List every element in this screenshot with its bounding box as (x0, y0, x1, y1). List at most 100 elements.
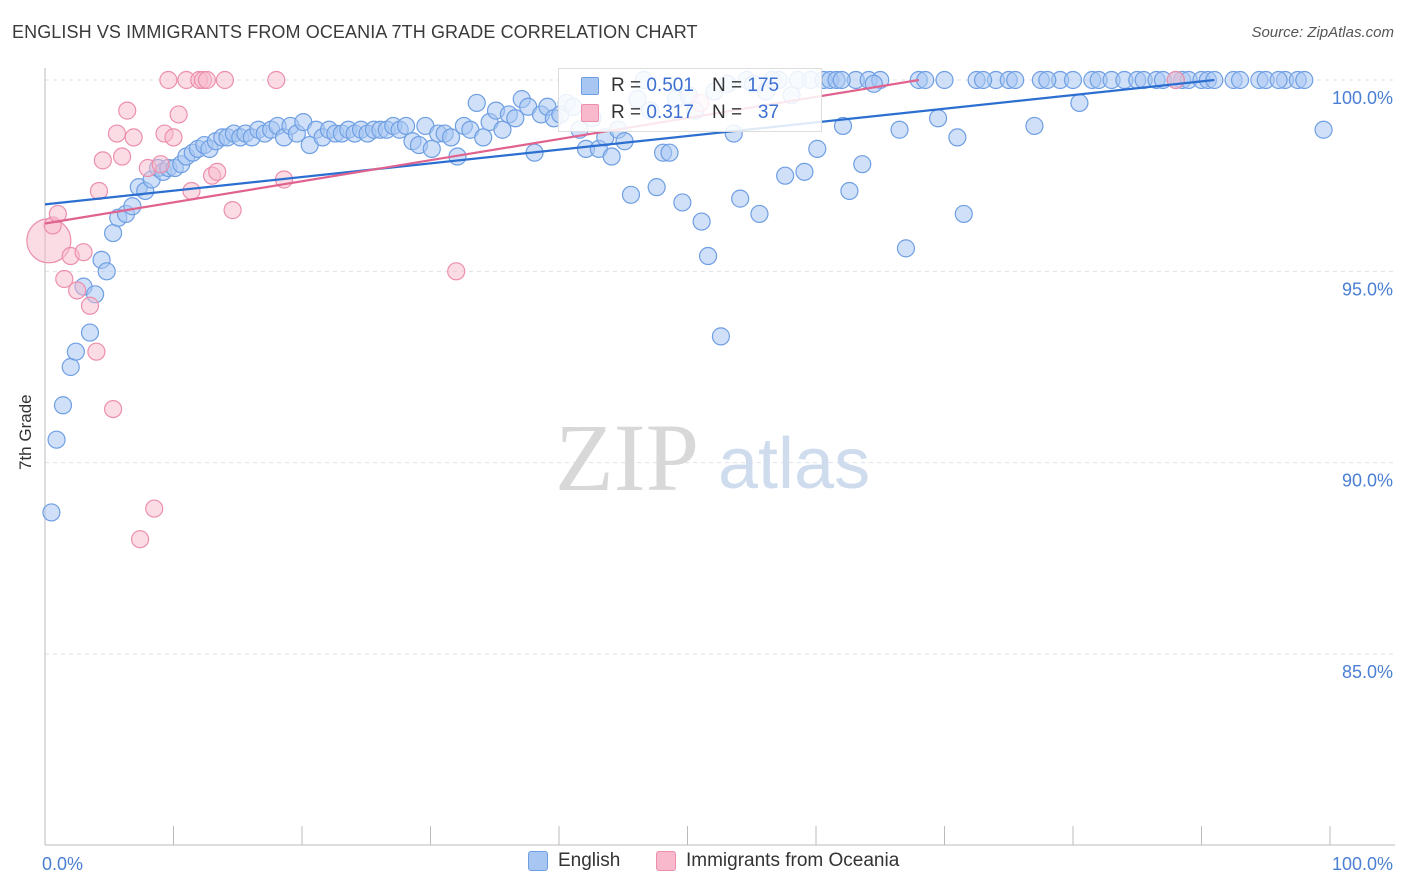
english-point (840, 181, 859, 201)
y-tick-labels: 85.0% 90.0% 95.0% 100.0% (1332, 88, 1393, 682)
oceania-point (1166, 70, 1185, 90)
oceania-point (447, 262, 466, 281)
oceania-point (107, 124, 127, 143)
watermark: ZIP atlas (555, 404, 870, 511)
english-point (948, 128, 967, 147)
english-point (795, 162, 814, 181)
english-point (833, 116, 853, 136)
english-r-label: R = (611, 75, 642, 96)
english-point (808, 139, 827, 158)
english-point (66, 342, 85, 361)
oceania-point (215, 70, 234, 90)
english-point (42, 503, 61, 522)
oceania-point (124, 128, 143, 147)
english-point (935, 70, 954, 90)
y-tick-label: 90.0% (1342, 471, 1393, 491)
english-point (422, 139, 441, 158)
legend-item-english[interactable]: English (528, 850, 620, 872)
english-point (1006, 70, 1025, 90)
y-tick-label: 85.0% (1342, 662, 1393, 682)
english-point (750, 204, 769, 224)
stats-row-english: R = 0.501 N = 175 (581, 73, 779, 99)
y-tick-label: 100.0% (1332, 88, 1393, 108)
english-point (104, 223, 123, 243)
axes (44, 68, 1395, 846)
english-point (80, 323, 100, 342)
oceania-point (169, 105, 188, 124)
english-point (711, 327, 731, 346)
oceania-point (87, 342, 106, 361)
english-point (493, 120, 512, 139)
english-point (97, 262, 116, 281)
oceania-point (118, 101, 137, 120)
english-point (467, 93, 486, 113)
english-point (61, 357, 80, 377)
english-point (441, 128, 461, 147)
english-point (1070, 93, 1089, 113)
x-tick-labels: 0.0% 100.0% (42, 854, 1393, 874)
oceania-point (112, 147, 132, 166)
english-point (673, 193, 692, 212)
oceania-point (104, 399, 123, 419)
oceania-point (208, 162, 227, 181)
legend-oceania-swatch (656, 851, 676, 871)
stats-box: R = 0.501 N = 175 R = 0.317 N = 37 (558, 68, 822, 132)
english-point (1038, 70, 1057, 90)
english-point (47, 430, 66, 449)
y-axis-label: 7th Grade (16, 394, 35, 470)
oceania-n-value: 37 (757, 102, 780, 123)
english-point (660, 143, 679, 162)
oceania-n-label: N = (711, 102, 743, 123)
oceania-point (151, 155, 170, 174)
oceania-point (74, 243, 93, 262)
stats-row-oceania: R = 0.317 N = 37 (581, 100, 779, 126)
legend: English Immigrants from Oceania (0, 850, 1406, 880)
oceania-point (93, 151, 112, 170)
english-point (853, 155, 872, 174)
english-point (123, 197, 142, 216)
legend-oceania-label: Immigrants from Oceania (686, 850, 900, 871)
english-point (53, 396, 73, 415)
oceania-point (182, 181, 201, 201)
watermark-zip: ZIP (555, 404, 699, 511)
english-trend-line (44, 78, 1215, 206)
english-point (896, 239, 916, 258)
oceania-point (159, 70, 178, 90)
watermark-atlas: atlas (718, 424, 870, 504)
english-point (1314, 120, 1333, 139)
english-n-value: 175 (747, 75, 780, 96)
english-point (1063, 70, 1083, 90)
legend-item-oceania[interactable]: Immigrants from Oceania (656, 850, 899, 872)
english-point (396, 116, 416, 136)
english-point (928, 109, 948, 128)
oceania-point (267, 70, 286, 90)
english-point (647, 178, 666, 197)
legend-english-swatch (528, 851, 548, 871)
english-point (698, 246, 718, 266)
english-point (864, 74, 883, 93)
english-point (776, 166, 795, 185)
y-tick-label: 95.0% (1342, 279, 1393, 299)
english-point (832, 70, 851, 90)
oceania-point (223, 201, 242, 220)
english-point (954, 204, 973, 224)
english-point (1269, 70, 1288, 90)
english-point (916, 70, 935, 90)
english-point (506, 109, 525, 128)
oceania-r-label: R = (611, 102, 642, 123)
english-point (1295, 70, 1314, 90)
oceania-point (55, 269, 74, 289)
oceania-point (164, 128, 183, 147)
english-point (731, 189, 750, 208)
english-point (602, 147, 621, 166)
oceania-point (68, 281, 87, 300)
oceania-point (80, 296, 100, 315)
english-point (1025, 116, 1044, 136)
english-point (973, 70, 993, 90)
english-point (890, 120, 909, 139)
english-points (42, 70, 1333, 522)
oceania-point (130, 530, 150, 549)
x-tick-label: 100.0% (1332, 854, 1393, 874)
oceania-point (197, 70, 217, 90)
